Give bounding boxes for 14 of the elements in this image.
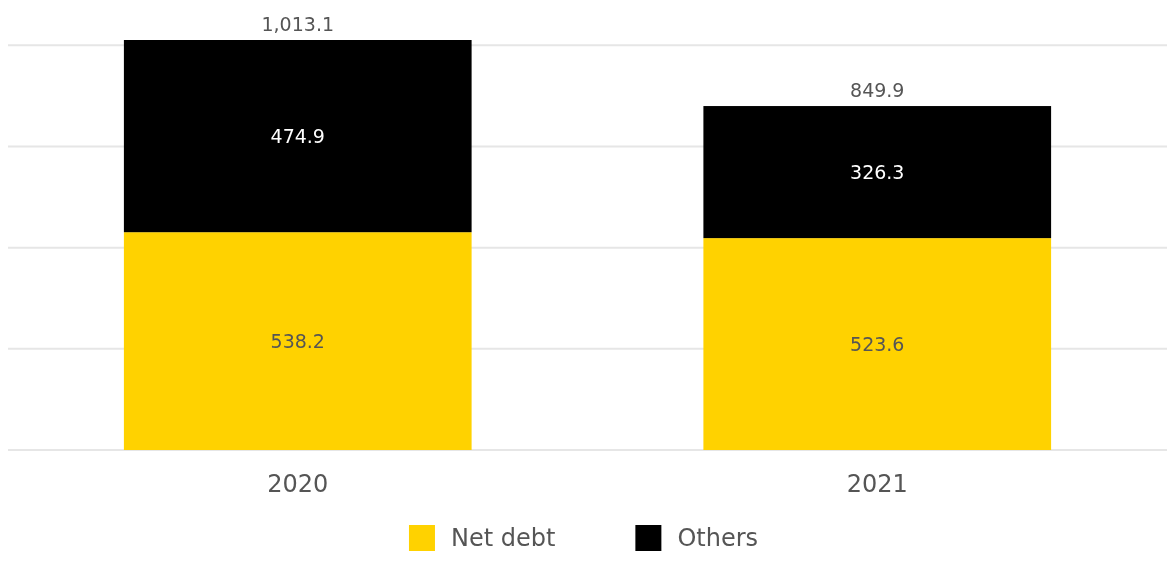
total-label: 849.9 (850, 79, 905, 102)
legend-label: Others (677, 524, 759, 552)
bar (703, 238, 1052, 450)
data-label: 474.9 (270, 125, 325, 148)
data-label: 523.6 (850, 333, 905, 356)
bar (703, 106, 1052, 239)
data-label: 326.3 (850, 161, 905, 184)
bar (123, 40, 472, 233)
x-tick-label: 2020 (267, 470, 329, 498)
total-label: 1,013.1 (261, 13, 335, 35)
data-label: 538.2 (270, 330, 325, 353)
x-tick-label: 2021 (846, 470, 908, 498)
legend-label: Net debt (450, 524, 556, 552)
bar (123, 232, 472, 450)
